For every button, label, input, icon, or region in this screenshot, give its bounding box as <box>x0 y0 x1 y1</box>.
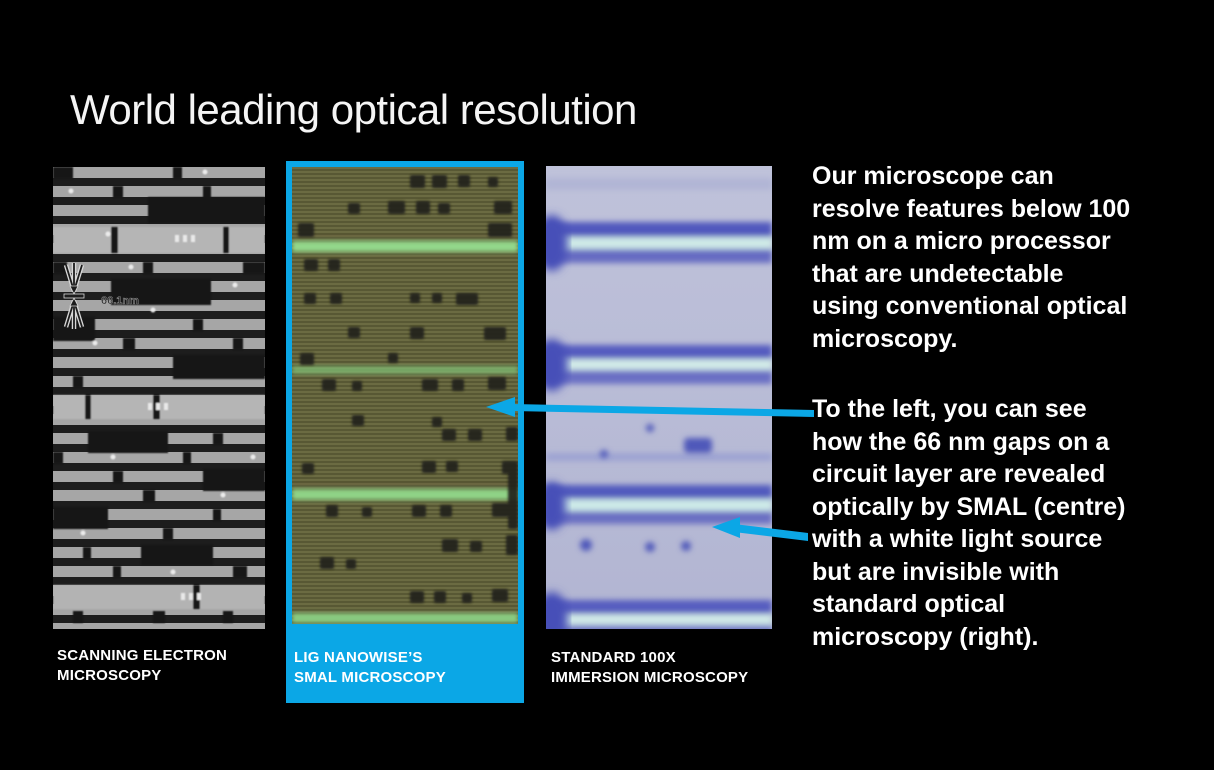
paragraph-resolution: Our microscope can resolve features belo… <box>812 162 1131 353</box>
body-text: Our microscope can resolve features belo… <box>812 160 1192 653</box>
sem-caption: SCANNING ELECTRON MICROSCOPY <box>57 647 228 684</box>
smal-panel: LIG NANOWISE’S SMAL MICROSCOPY <box>286 161 524 703</box>
smal-caption: LIG NANOWISE’S SMAL MICROSCOPY <box>294 649 446 686</box>
sem-micrograph-image: 66.1nm <box>53 167 265 629</box>
standard-panel <box>546 166 772 629</box>
sem-annotation: 66.1nm <box>101 295 139 307</box>
sem-panel: 66.1nm <box>53 167 265 629</box>
standard-caption: STANDARD 100X IMMERSION MICROSCOPY <box>551 649 749 686</box>
paragraph-comparison: To the left, you can see how the 66 nm g… <box>812 395 1126 651</box>
smal-micrograph-image <box>292 167 518 624</box>
standard-micrograph-image <box>546 166 772 629</box>
dimension-arrow-icon <box>63 263 85 329</box>
page-title: World leading optical resolution <box>70 86 637 133</box>
